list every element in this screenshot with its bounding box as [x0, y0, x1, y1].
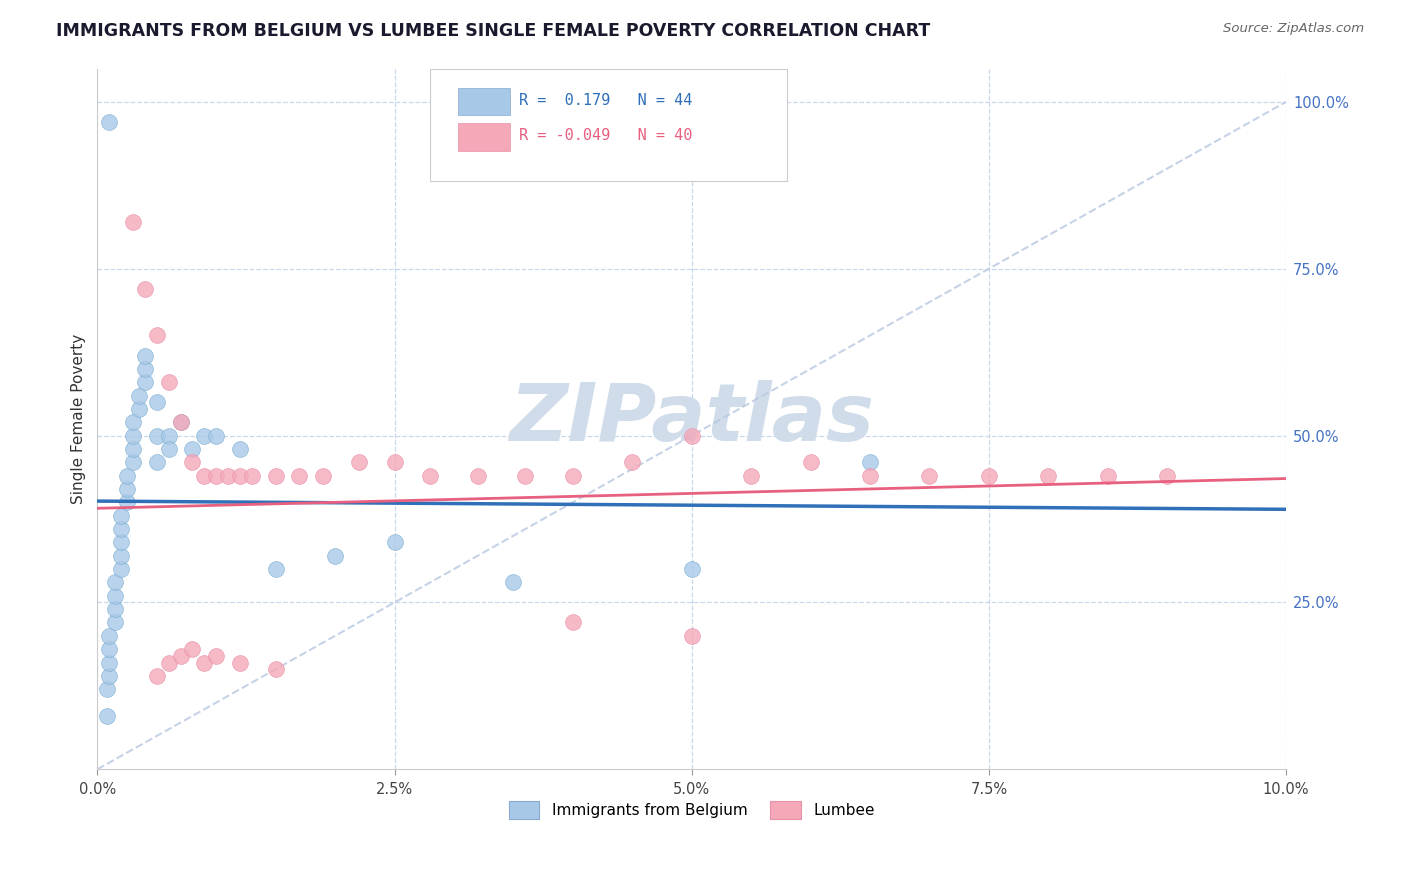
Point [264, 562, 287, 576]
Point [104, 589, 127, 603]
Point [96, 682, 118, 697]
Point [146, 669, 169, 683]
Point [157, 428, 180, 442]
Point [122, 415, 145, 429]
Point [122, 428, 145, 442]
Point [98, 629, 121, 643]
Point [98, 642, 121, 657]
Point [193, 428, 215, 442]
Point [859, 455, 882, 469]
Point [561, 468, 583, 483]
Point [104, 575, 127, 590]
Point [110, 508, 132, 523]
Point [1156, 468, 1178, 483]
Point [157, 656, 180, 670]
Point [1038, 468, 1060, 483]
Point [1097, 468, 1119, 483]
Point [312, 468, 335, 483]
Point [98, 656, 121, 670]
Point [110, 522, 132, 536]
Point [128, 401, 150, 416]
Point [169, 415, 191, 429]
Point [323, 549, 346, 563]
Point [740, 468, 762, 483]
Point [122, 442, 145, 456]
Text: R =  0.179   N = 44: R = 0.179 N = 44 [519, 94, 693, 108]
Point [347, 455, 370, 469]
Point [217, 468, 239, 483]
Point [110, 549, 132, 563]
Point [502, 575, 524, 590]
Point [288, 468, 311, 483]
Point [205, 428, 228, 442]
Point [169, 415, 191, 429]
Point [681, 428, 703, 442]
Point [515, 468, 537, 483]
Point [799, 455, 821, 469]
Legend: Immigrants from Belgium, Lumbee: Immigrants from Belgium, Lumbee [503, 795, 880, 825]
Point [115, 468, 138, 483]
Point [146, 428, 169, 442]
Y-axis label: Single Female Poverty: Single Female Poverty [72, 334, 86, 504]
Point [134, 349, 156, 363]
Point [681, 629, 703, 643]
Point [467, 468, 489, 483]
Text: R = -0.049   N = 40: R = -0.049 N = 40 [519, 128, 693, 144]
Point [157, 375, 180, 389]
Point [110, 535, 132, 549]
Point [104, 615, 127, 630]
Point [104, 602, 127, 616]
Point [115, 482, 138, 496]
Point [122, 455, 145, 469]
Point [681, 562, 703, 576]
Point [859, 468, 882, 483]
Point [384, 535, 406, 549]
FancyBboxPatch shape [457, 88, 510, 115]
Point [205, 648, 228, 663]
Point [134, 375, 156, 389]
Point [193, 656, 215, 670]
Point [193, 468, 215, 483]
Point [229, 656, 252, 670]
Point [96, 709, 118, 723]
Point [98, 115, 121, 129]
Point [181, 455, 204, 469]
FancyBboxPatch shape [457, 123, 510, 151]
Point [621, 455, 644, 469]
Point [918, 468, 941, 483]
Point [146, 328, 169, 343]
Point [229, 468, 252, 483]
Point [264, 468, 287, 483]
Point [419, 468, 441, 483]
Point [98, 669, 121, 683]
Point [205, 468, 228, 483]
FancyBboxPatch shape [430, 69, 787, 181]
Point [122, 215, 145, 229]
Point [181, 642, 204, 657]
Point [977, 468, 1000, 483]
Point [115, 495, 138, 509]
Point [169, 648, 191, 663]
Text: IMMIGRANTS FROM BELGIUM VS LUMBEE SINGLE FEMALE POVERTY CORRELATION CHART: IMMIGRANTS FROM BELGIUM VS LUMBEE SINGLE… [56, 22, 931, 40]
Point [384, 455, 406, 469]
Point [240, 468, 263, 483]
Point [157, 442, 180, 456]
Point [146, 455, 169, 469]
Point [561, 615, 583, 630]
Point [110, 562, 132, 576]
Text: ZIPatlas: ZIPatlas [509, 380, 875, 458]
Point [181, 442, 204, 456]
Point [229, 442, 252, 456]
Point [134, 362, 156, 376]
Point [128, 388, 150, 402]
Point [146, 395, 169, 409]
Text: Source: ZipAtlas.com: Source: ZipAtlas.com [1223, 22, 1364, 36]
Point [134, 282, 156, 296]
Point [264, 662, 287, 676]
